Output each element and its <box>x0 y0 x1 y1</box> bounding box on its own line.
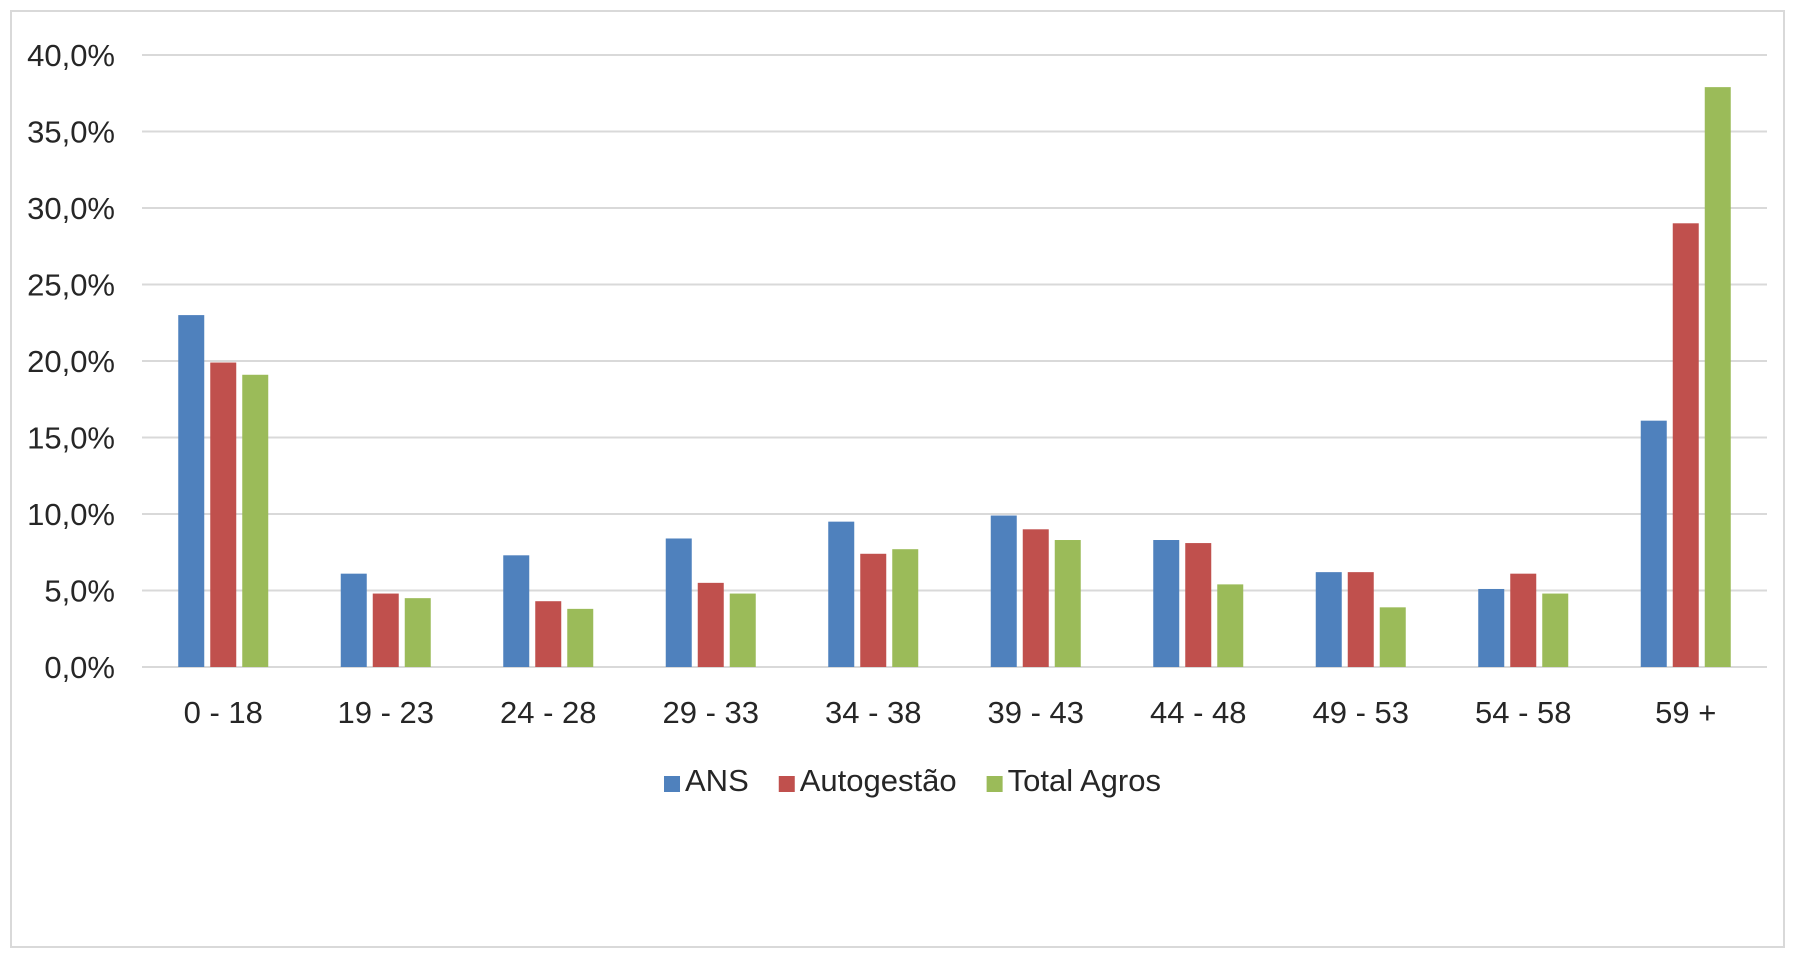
y-tick-label: 40,0% <box>27 38 115 73</box>
legend-label: Total Agros <box>1008 763 1161 798</box>
bar-autogest-o <box>860 553 887 667</box>
bar-total-agros <box>1217 584 1244 667</box>
bar-chart: 0,0% 5,0% 10,0% 15,0% 20,0% 25,0% 30,0% 35,0% 40… <box>27 38 1767 798</box>
chart-frame: 0,0% 5,0% 10,0% 15,0% 20,0% 25,0% 30,0% 35,0% 40… <box>10 10 1785 948</box>
bar-total-agros <box>729 593 756 667</box>
x-tick-label: 49 - 53 <box>1312 695 1409 730</box>
y-tick-label: 5,0% <box>44 574 115 609</box>
bar-autogest-o <box>210 362 237 667</box>
bar-ans <box>1640 420 1667 667</box>
x-tick-label: 44 - 48 <box>1150 695 1247 730</box>
x-tick-label: 0 - 18 <box>184 695 263 730</box>
x-tick-label: 29 - 33 <box>662 695 759 730</box>
y-tick-label: 20,0% <box>27 344 115 379</box>
bar-total-agros <box>1542 593 1569 667</box>
bar-total-agros <box>1379 607 1406 667</box>
bar-ans <box>1315 572 1342 667</box>
bar-autogest-o <box>1672 223 1699 668</box>
x-tick-label: 59 + <box>1655 695 1716 730</box>
x-tick-label: 39 - 43 <box>987 695 1084 730</box>
y-axis-labels: 0,0% 5,0% 10,0% 15,0% 20,0% 25,0% 30,0% 35,0% 40… <box>27 38 115 685</box>
y-tick-label: 15,0% <box>27 421 115 456</box>
x-tick-label: 24 - 28 <box>500 695 597 730</box>
x-tick-label: 54 - 58 <box>1475 695 1572 730</box>
bar-ans <box>503 555 530 667</box>
bar-autogest-o <box>1347 572 1374 667</box>
bar-ans <box>665 538 692 667</box>
bar-total-agros <box>404 598 431 667</box>
bar-autogest-o <box>1022 529 1049 667</box>
y-tick-label: 25,0% <box>27 268 115 303</box>
legend-swatch <box>778 776 795 792</box>
bar-autogest-o <box>372 593 399 667</box>
x-axis-labels: 0 - 18 19 - 23 24 - 28 29 - 33 34 - 38 39 - 4… <box>184 695 1717 730</box>
x-tick-label: 19 - 23 <box>337 695 434 730</box>
legend-swatch <box>664 776 681 792</box>
bar-autogest-o <box>1185 543 1212 667</box>
legend: ANS Autogestão Total Agros <box>664 763 1161 798</box>
bar-total-agros <box>1054 540 1081 667</box>
bar-autogest-o <box>1510 573 1537 667</box>
y-tick-label: 35,0% <box>27 115 115 150</box>
bar-ans <box>990 515 1017 667</box>
legend-label: ANS <box>685 763 749 798</box>
bar-total-agros <box>567 608 594 667</box>
bar-autogest-o <box>697 582 724 667</box>
bar-ans <box>1153 540 1180 667</box>
y-tick-label: 10,0% <box>27 497 115 532</box>
x-tick-label: 34 - 38 <box>825 695 922 730</box>
bar-total-agros <box>242 374 269 667</box>
bar-ans <box>1478 588 1505 667</box>
bar-autogest-o <box>535 601 562 667</box>
bar-total-agros <box>1704 87 1731 667</box>
legend-label: Autogestão <box>800 763 957 798</box>
legend-swatch <box>986 776 1003 792</box>
bar-total-agros <box>892 549 919 667</box>
y-tick-label: 30,0% <box>27 191 115 226</box>
y-tick-label: 0,0% <box>44 650 115 685</box>
bar-ans <box>340 573 367 667</box>
bar-ans <box>828 521 855 667</box>
bars <box>178 87 1731 668</box>
bar-ans <box>178 315 205 667</box>
